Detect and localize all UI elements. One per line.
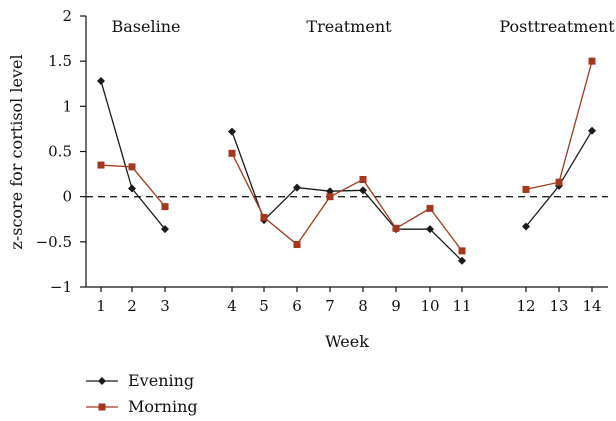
y-tick-label: 1: [62, 97, 72, 115]
evening-point: [128, 184, 136, 193]
x-tick-label: 14: [582, 297, 601, 315]
phase-label-treatment: Treatment: [306, 17, 392, 36]
series-morning: [97, 57, 596, 255]
morning-point: [555, 178, 563, 186]
morning-point: [128, 163, 136, 171]
evening-point: [588, 126, 596, 135]
legend-label: Morning: [128, 397, 198, 416]
x-tick-label: 4: [227, 297, 237, 315]
y-axis-ticks: 2 1.5 1 0.5 0 −0.5 −1: [36, 7, 86, 296]
morning-point: [161, 203, 169, 211]
x-tick-label: 13: [549, 297, 568, 315]
y-tick-label: 1.5: [48, 52, 72, 70]
x-tick-label: 6: [292, 297, 302, 315]
morning-point: [293, 241, 301, 249]
morning-point: [326, 193, 334, 201]
data-series: [97, 57, 596, 265]
evening-line-segment: [231, 131, 463, 262]
morning-point: [458, 247, 466, 255]
phase-labels: Baseline Treatment Posttreatment: [112, 17, 616, 36]
phase-label-posttreatment: Posttreatment: [499, 17, 615, 36]
x-tick-label: 3: [160, 297, 170, 315]
morning-point: [260, 213, 268, 221]
legend-marker: [98, 377, 106, 385]
y-tick-label: 0: [62, 188, 72, 206]
morning-point: [97, 161, 105, 169]
morning-point: [588, 57, 596, 65]
evening-line-segment: [100, 80, 166, 230]
evening-point: [458, 256, 466, 265]
legend-label: Evening: [128, 371, 194, 390]
legend-marker: [98, 403, 106, 411]
morning-point: [522, 185, 530, 193]
morning-point: [359, 176, 367, 184]
x-tick-label: 7: [325, 297, 335, 315]
evening-point: [97, 77, 105, 86]
morning-point: [392, 224, 400, 232]
evening-point: [426, 225, 434, 234]
x-tick-label: 12: [516, 297, 535, 315]
evening-point: [293, 183, 301, 192]
x-axis-title: Week: [325, 332, 369, 351]
y-tick-label: −1: [50, 278, 72, 296]
x-tick-label: 11: [452, 297, 471, 315]
evening-line-segment: [525, 130, 593, 227]
evening-point: [228, 127, 236, 136]
x-tick-label: 2: [127, 297, 137, 315]
phase-label-baseline: Baseline: [112, 17, 181, 36]
evening-point: [522, 222, 530, 231]
x-axis-ticks: 1 2 3 4 5 6 7 8 9 10 11 12 13 14: [96, 287, 602, 315]
x-tick-label: 10: [420, 297, 439, 315]
evening-point: [161, 225, 169, 234]
x-tick-label: 5: [259, 297, 269, 315]
legend: Evening Morning: [86, 371, 198, 416]
morning-point: [228, 149, 236, 157]
y-tick-label: 2: [62, 7, 72, 25]
x-tick-label: 1: [96, 297, 106, 315]
morning-line-segment: [525, 61, 593, 191]
morning-line-segment: [231, 153, 463, 252]
morning-point: [426, 204, 434, 212]
y-tick-label: 0.5: [48, 143, 72, 161]
series-evening: [97, 77, 596, 265]
evening-point: [359, 186, 367, 195]
x-tick-label: 9: [391, 297, 401, 315]
y-tick-label: −0.5: [36, 233, 72, 251]
x-tick-label: 8: [358, 297, 368, 315]
legend-item-evening: Evening: [86, 371, 194, 390]
legend-item-morning: Morning: [86, 397, 198, 416]
chart-axes: [85, 16, 608, 288]
y-axis-title: z-score for cortisol level: [7, 54, 26, 249]
